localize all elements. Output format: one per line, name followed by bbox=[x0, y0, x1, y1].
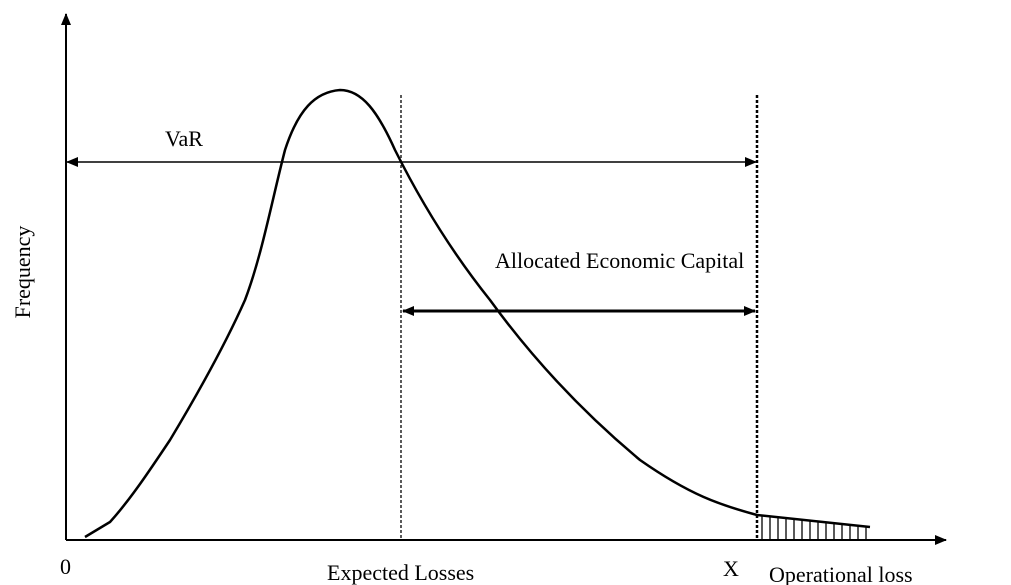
x-axis-label: Operational loss bbox=[769, 562, 913, 585]
tail-hatching bbox=[761, 516, 867, 540]
origin-label: 0 bbox=[60, 554, 71, 579]
x-marker-label: X bbox=[723, 556, 739, 581]
loss-distribution-curve bbox=[84, 88, 871, 539]
expected-losses-label: Expected Losses bbox=[327, 560, 474, 585]
var-label: VaR bbox=[165, 126, 203, 151]
capital-label: Allocated Economic Capital bbox=[495, 248, 744, 273]
y-axis-label: Frequency bbox=[10, 226, 35, 319]
